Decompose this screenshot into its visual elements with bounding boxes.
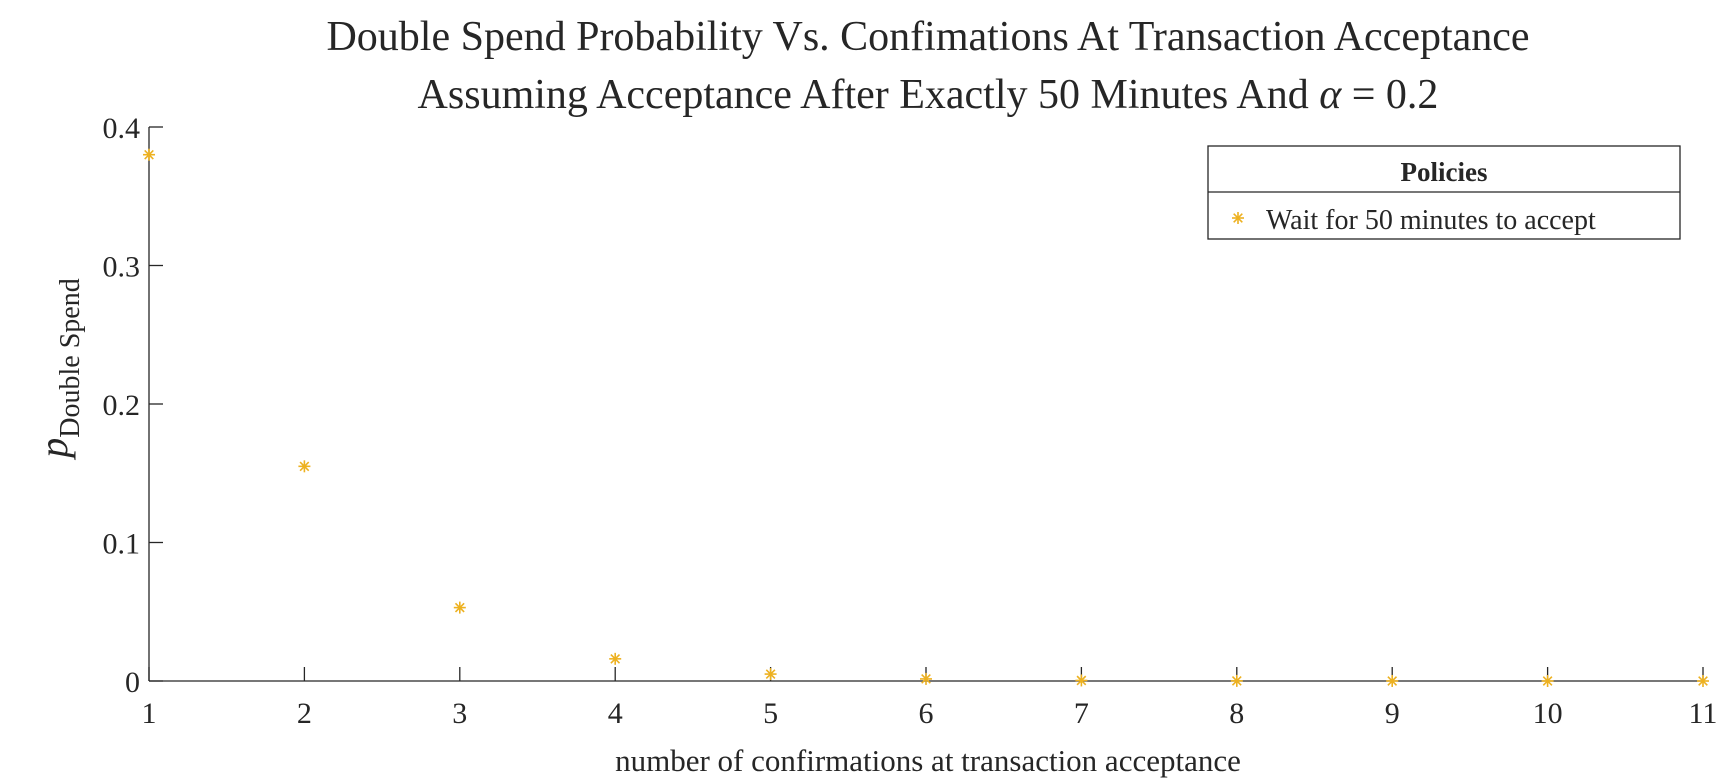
- y-tick-label: 0: [125, 666, 140, 699]
- y-tick-label: 0.2: [103, 389, 141, 422]
- legend-title: Policies: [1401, 157, 1488, 187]
- title-suffix: = 0.2: [1341, 72, 1438, 118]
- legend: Policies Wait for 50 minutes to accept: [1207, 145, 1681, 240]
- x-tick-label: 6: [919, 697, 934, 730]
- y-axis-label-sub: Double Spend: [55, 278, 86, 437]
- y-axis-label: pDouble Spend: [31, 278, 86, 460]
- x-tick-label: 8: [1229, 697, 1244, 730]
- chart-title-line-2: Assuming Acceptance After Exactly 50 Min…: [418, 72, 1439, 118]
- data-point: [764, 668, 777, 681]
- x-tick-label: 2: [297, 697, 312, 730]
- x-tick-label: 5: [763, 697, 778, 730]
- chart-title-line-1: Double Spend Probability Vs. Confimation…: [326, 14, 1529, 60]
- y-tick-label: 0.1: [103, 528, 141, 561]
- x-tick-label: 3: [452, 697, 467, 730]
- data-point: [609, 652, 622, 665]
- x-tick-label: 4: [608, 697, 623, 730]
- legend-entry-label: Wait for 50 minutes to accept: [1266, 205, 1596, 236]
- data-point: [920, 672, 932, 685]
- y-ticks: 0 0.1 0.2 0.3 0.4: [103, 112, 163, 699]
- x-tick-label: 10: [1533, 697, 1563, 730]
- series-points: [143, 148, 1709, 687]
- x-tick-label: 11: [1689, 697, 1718, 730]
- data-point: [1386, 674, 1399, 687]
- data-point: [1075, 674, 1088, 687]
- x-tick-label: 7: [1074, 697, 1089, 730]
- title-prefix: Assuming Acceptance After Exactly 50 Min…: [418, 72, 1320, 118]
- x-tick-label: 1: [142, 697, 157, 730]
- data-point: [1230, 674, 1243, 687]
- title-alpha: α: [1319, 72, 1342, 118]
- x-ticks: 1 2 3 4 5 6 7 8 9 10 11: [142, 667, 1718, 730]
- legend-marker-icon: [1232, 212, 1244, 224]
- y-axis-label-text: pDouble Spend: [31, 278, 86, 460]
- x-axis-label: number of confirmations at transaction a…: [615, 743, 1241, 778]
- data-point: [453, 601, 466, 614]
- data-point: [143, 148, 155, 161]
- data-point: [1697, 675, 1709, 687]
- data-point: [298, 460, 311, 473]
- y-axis-label-main: p: [31, 438, 76, 461]
- y-tick-label: 0.4: [103, 112, 141, 145]
- legend-marker-star: [1232, 212, 1244, 224]
- y-tick-label: 0.3: [103, 251, 141, 284]
- data-point: [1541, 674, 1554, 687]
- x-tick-label: 9: [1385, 697, 1400, 730]
